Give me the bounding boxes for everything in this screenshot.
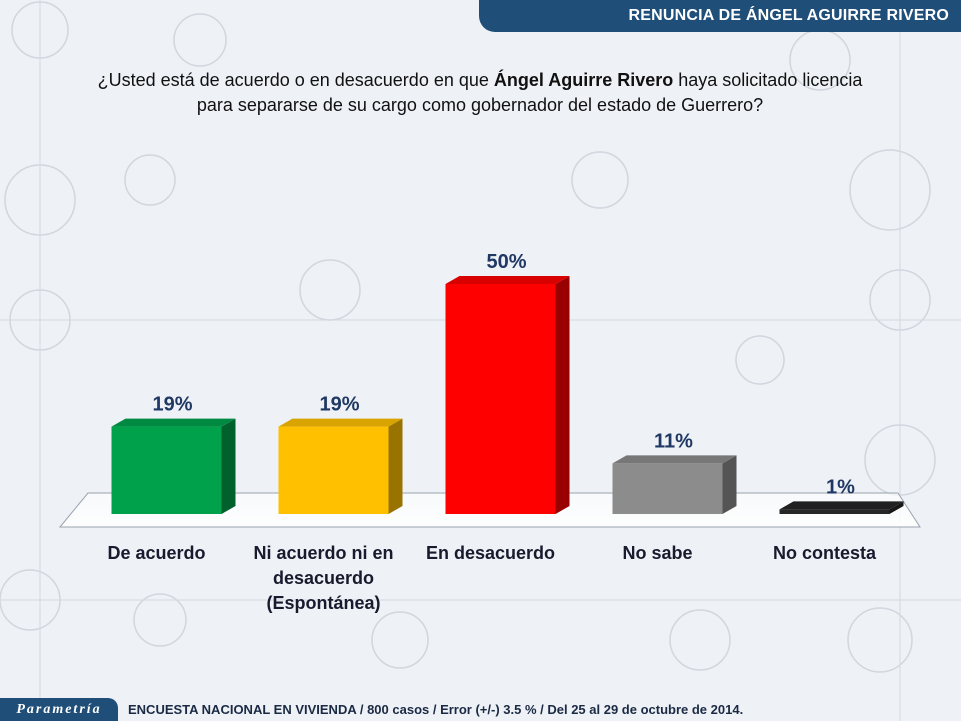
question-text-bold: Ángel Aguirre Rivero [493, 70, 674, 90]
data-label: 50% [486, 251, 526, 273]
header-title: RENUNCIA DE ÁNGEL AGUIRRE RIVERO [628, 7, 949, 24]
category-label: En desacuerdo [426, 543, 555, 563]
bar-side [722, 455, 737, 514]
bar [445, 276, 570, 514]
bar-side [555, 276, 570, 514]
bar-top [278, 418, 403, 427]
category-label: No contesta [773, 543, 877, 563]
bar [111, 418, 236, 514]
bar-front [779, 509, 890, 514]
bar-top [779, 501, 904, 510]
category-label: No sabe [622, 543, 692, 563]
bar-top [612, 455, 737, 464]
footer-note: ENCUESTA NACIONAL EN VIVIENDA / 800 caso… [128, 702, 744, 717]
data-label: 19% [319, 394, 359, 416]
bar-top [111, 418, 236, 427]
bar [612, 455, 737, 514]
bar-top [445, 276, 570, 284]
category-label: Ni acuerdo ni en desacuerdo (Espontánea) [253, 543, 393, 613]
header-band: RENUNCIA DE ÁNGEL AGUIRRE RIVERO [479, 0, 961, 32]
bar [278, 418, 403, 514]
bar [779, 501, 904, 514]
question-text-line2: para separarse de su cargo como gobernad… [196, 95, 764, 115]
bar-front [612, 463, 723, 514]
bar-side [221, 418, 236, 514]
category-label: De acuerdo [107, 543, 205, 563]
bar-front [111, 426, 222, 514]
data-label: 19% [152, 394, 192, 416]
bar-side [889, 501, 904, 514]
bar-front [278, 426, 389, 514]
data-label: 1% [826, 476, 855, 498]
question-text-part1: ¿Usted está de acuerdo o en desacuerdo e… [97, 70, 494, 90]
bar-front [445, 284, 556, 514]
survey-question: ¿Usted está de acuerdo o en desacuerdo e… [60, 68, 900, 118]
data-label: 11% [654, 430, 693, 452]
question-text-part2: haya solicitado licencia [673, 70, 863, 90]
parametria-logo: Parametría [0, 698, 118, 721]
bar-side [388, 418, 403, 514]
